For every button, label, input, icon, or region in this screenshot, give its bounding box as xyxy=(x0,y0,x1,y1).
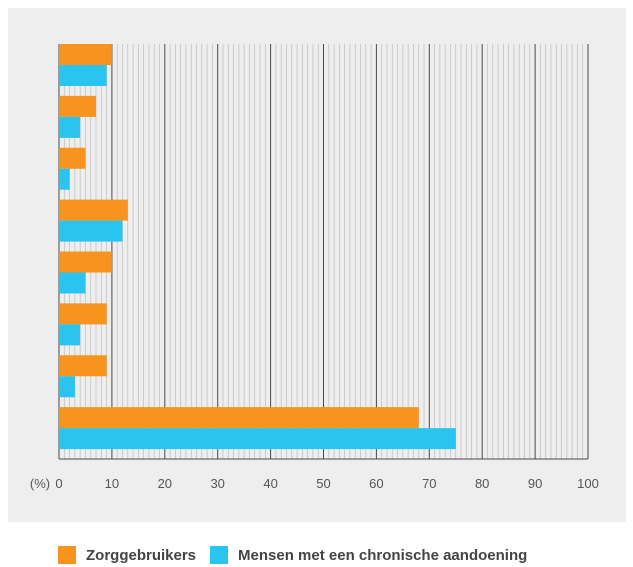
bar-series-2-group-3 xyxy=(59,168,70,190)
bar-series-1-group-5 xyxy=(59,251,112,273)
x-tick-label: 0 xyxy=(55,476,62,491)
unit-label: (%) xyxy=(30,476,50,491)
bar-series-1-group-2 xyxy=(59,95,97,117)
bar-series-2-group-8 xyxy=(59,428,456,450)
bar-series-1-group-6 xyxy=(59,303,107,325)
bar-series-2-group-4 xyxy=(59,220,123,242)
bar-series-2-group-5 xyxy=(59,272,86,294)
legend-swatch-series-2 xyxy=(210,546,229,564)
legend-swatch-series-1 xyxy=(58,546,76,564)
x-tick-label: 40 xyxy=(263,476,277,491)
legend: Zorggebruikers Mensen met een chronische… xyxy=(58,546,541,564)
bar-series-1-group-3 xyxy=(59,147,86,169)
grid-lines xyxy=(58,44,589,459)
bar-series-2-group-7 xyxy=(59,376,75,398)
x-tick-label: 100 xyxy=(577,476,599,491)
bar-series-1-group-7 xyxy=(59,355,107,377)
x-tick-label: 60 xyxy=(369,476,383,491)
x-tick-label: 30 xyxy=(210,476,224,491)
legend-item-series-2: Mensen met een chronische aandoening xyxy=(210,546,527,564)
bar-series-2-group-1 xyxy=(59,65,107,86)
x-tick-label: 80 xyxy=(475,476,489,491)
x-tick-label: 20 xyxy=(158,476,172,491)
x-tick-label: 50 xyxy=(316,476,330,491)
bars xyxy=(59,44,456,450)
bar-series-1-group-1 xyxy=(59,44,112,65)
bar-series-2-group-6 xyxy=(59,324,81,346)
x-tick-label: 90 xyxy=(528,476,542,491)
x-axis: 0 10 20 30 40 50 60 70 80 90 100 (%) xyxy=(30,458,599,491)
bar-series-1-group-8 xyxy=(59,407,419,429)
legend-label-series-1: Zorggebruikers xyxy=(86,546,197,564)
x-tick-label: 10 xyxy=(105,476,119,491)
legend-label-series-2: Mensen met een chronische aandoening xyxy=(238,546,528,564)
x-tick-label: 70 xyxy=(422,476,436,491)
legend-item-series-1: Zorggebruikers xyxy=(58,546,196,564)
bar-series-1-group-4 xyxy=(59,199,128,221)
bar-series-2-group-2 xyxy=(59,116,81,138)
